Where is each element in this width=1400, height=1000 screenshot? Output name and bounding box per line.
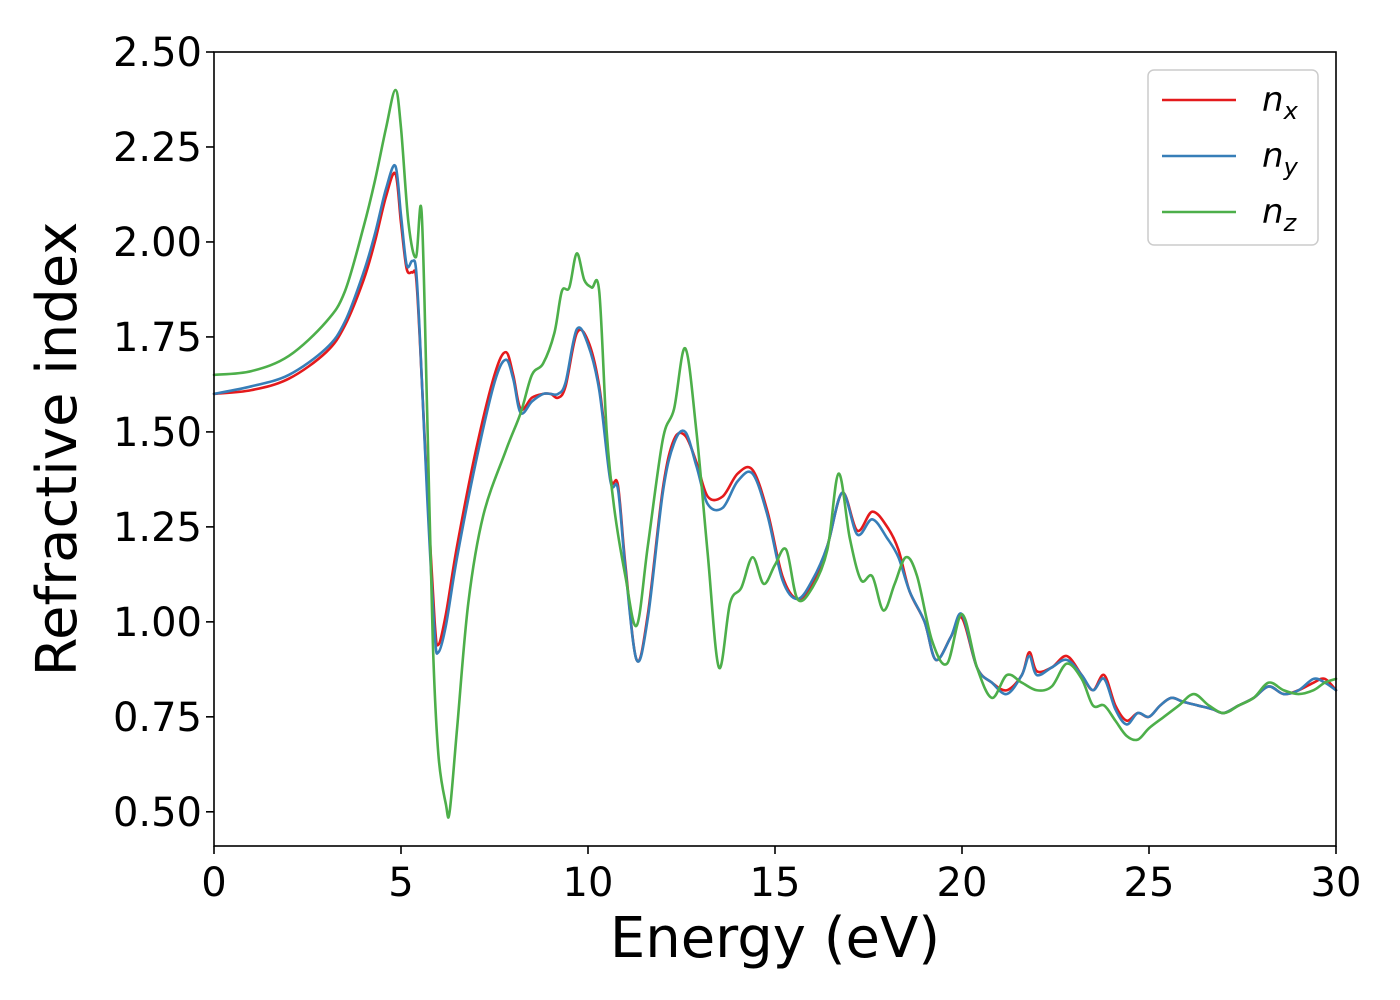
y-tick-label: 1.25 <box>113 505 202 551</box>
y-tick-label: 1.00 <box>113 600 202 646</box>
x-tick-label: 0 <box>201 860 226 906</box>
y-tick-label: 0.50 <box>113 790 202 836</box>
series-layer <box>212 88 1338 819</box>
x-tick-label: 10 <box>563 860 614 906</box>
y-tick-label: 1.50 <box>113 410 202 456</box>
series-line-nx <box>212 171 1338 722</box>
x-axis: 0 5 10 15 20 25 30 <box>201 846 1361 906</box>
series-line-nz <box>212 88 1338 819</box>
y-axis: 0.50 0.75 1.00 1.25 1.50 1.75 2.00 2.25 2.50 <box>113 30 214 836</box>
y-tick-label: 2.00 <box>113 220 202 266</box>
x-tick-label: 25 <box>1124 860 1175 906</box>
y-axis-title: Refractive index <box>25 222 90 677</box>
series-line-ny <box>212 163 1338 726</box>
y-tick-label: 0.75 <box>113 695 202 741</box>
y-tick-label: 1.75 <box>113 315 202 361</box>
x-axis-title: Energy (eV) <box>610 906 940 971</box>
y-tick-label: 2.25 <box>113 125 202 171</box>
y-tick-label: 2.50 <box>113 30 202 76</box>
x-tick-label: 30 <box>1311 860 1362 906</box>
x-tick-label: 15 <box>750 860 801 906</box>
legend-box <box>1147 69 1319 246</box>
x-tick-label: 20 <box>937 860 988 906</box>
x-tick-label: 5 <box>388 860 413 906</box>
